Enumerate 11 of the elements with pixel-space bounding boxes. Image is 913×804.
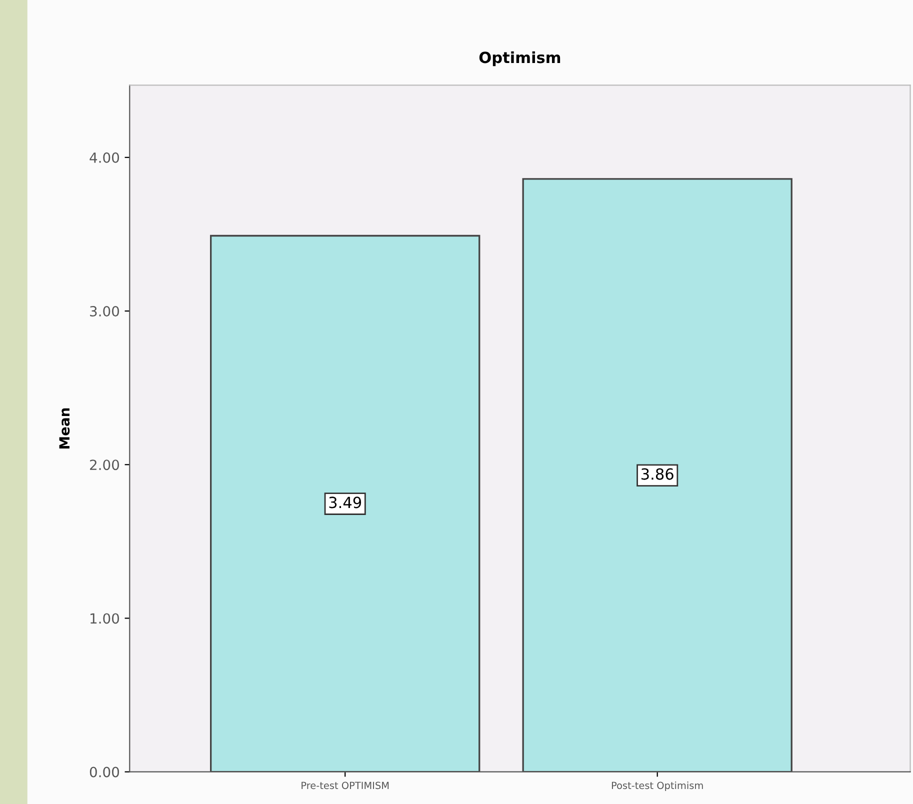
y-tick-label: 3.00 — [90, 306, 119, 316]
data-label: 3.86 — [642, 468, 674, 480]
x-tick-label: Post-test Optimism — [612, 782, 703, 791]
y-tick-label: 1.00 — [90, 613, 119, 624]
y-tick-label: 2.00 — [90, 460, 119, 470]
chart-title: Optimism — [479, 51, 560, 66]
y-tick-label: 0.00 — [90, 766, 119, 778]
data-label: 3.49 — [329, 496, 362, 508]
y-tick-label: 4.00 — [90, 152, 119, 163]
x-tick-label: Pre-test OPTIMISM — [302, 782, 389, 790]
y-axis-title: Mean — [59, 408, 70, 449]
